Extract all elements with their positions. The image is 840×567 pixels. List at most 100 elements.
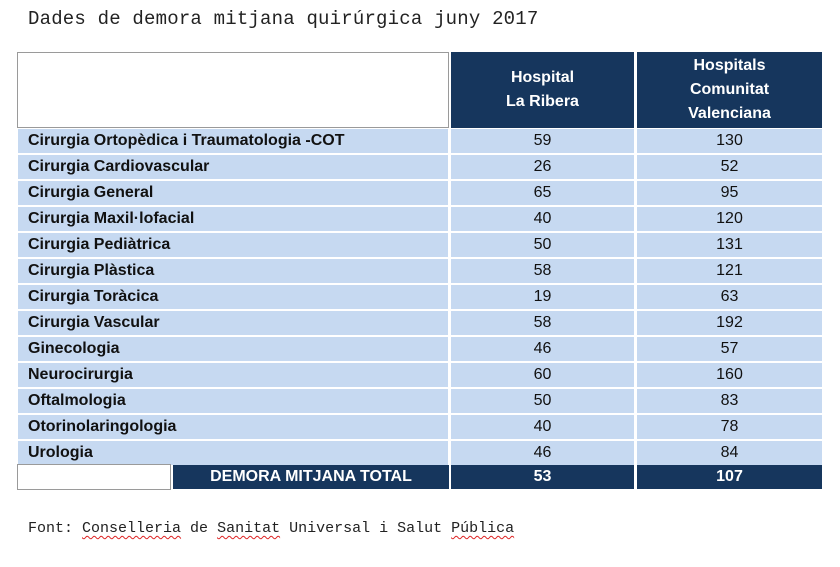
la-ribera-value-text: 60 (533, 366, 552, 383)
specialty-cell: Ginecologia (18, 337, 448, 361)
comunitat-value: 130 (637, 129, 822, 153)
specialty-cell-text: Oftalmologia (28, 392, 126, 409)
source-word: Pública (451, 520, 515, 537)
comunitat-value: 63 (637, 285, 822, 309)
comunitat-value: 131 (637, 233, 822, 257)
specialty-cell: Oftalmologia (18, 389, 448, 413)
comunitat-value: 120 (637, 207, 822, 231)
comunitat-value: 95 (637, 181, 822, 205)
table-row: Cirurgia General 65 95 (17, 180, 822, 206)
source-word: Sanitat (217, 520, 281, 537)
specialty-cell-text: Cirurgia Pediàtrica (28, 236, 171, 253)
specialty-cell: Urologia (18, 441, 448, 465)
la-ribera-value: 65 (451, 181, 634, 205)
la-ribera-value: 58 (451, 259, 634, 283)
la-ribera-value: 60 (451, 363, 634, 387)
comunitat-value: 52 (637, 155, 822, 179)
table-row: Cirurgia Toràcica 19 63 (17, 284, 822, 310)
comunitat-value: 121 (637, 259, 822, 283)
specialty-cell-text: Otorinolaringologia (28, 418, 177, 435)
la-ribera-value: 26 (451, 155, 634, 179)
specialty-cell-text: Cirurgia Ortopèdica i Traumatologia -COT (28, 132, 345, 149)
specialty-cell-text: Neurocirurgia (28, 366, 133, 383)
source-word: Universal i Salut (280, 520, 452, 537)
comunitat-value-text: 192 (716, 314, 743, 331)
specialty-cell: Cirurgia Maxil·lofacial (18, 207, 448, 231)
table-row: Urologia 46 84 (17, 440, 822, 466)
total-blank-cell (17, 464, 171, 490)
specialty-cell: Cirurgia Vascular (18, 311, 448, 335)
specialty-cell-text: Cirurgia Maxil·lofacial (28, 210, 195, 227)
comunitat-value-text: 63 (720, 288, 739, 305)
la-ribera-value-text: 58 (533, 262, 552, 279)
comunitat-value: 84 (637, 441, 822, 465)
la-ribera-value-text: 40 (533, 418, 552, 435)
comunitat-value: 57 (637, 337, 822, 361)
header-line: Hospital (510, 69, 575, 86)
comunitat-value-text: 84 (720, 444, 739, 461)
specialty-cell: Cirurgia General (18, 181, 448, 205)
la-ribera-value-text: 19 (533, 288, 552, 305)
header-line: Hospitals (693, 57, 766, 74)
la-ribera-value-text: 40 (533, 210, 552, 227)
la-ribera-value: 46 (451, 337, 634, 361)
comunitat-value: 192 (637, 311, 822, 335)
total-comunitat-valenciana: 107 (637, 465, 822, 489)
la-ribera-value-text: 58 (533, 314, 552, 331)
table-row: Neurocirurgia 60 160 (17, 362, 822, 388)
table-row: Cirurgia Maxil·lofacial 40 120 (17, 206, 822, 232)
specialty-cell-text: Cirurgia Toràcica (28, 288, 159, 305)
comunitat-value-text: 57 (720, 340, 739, 357)
la-ribera-value: 19 (451, 285, 634, 309)
specialty-cell: Cirurgia Plàstica (18, 259, 448, 283)
header-hospitals-comunitat-valenciana: Hospitals Comunitat Valenciana (637, 52, 822, 128)
comunitat-value-text: 120 (716, 210, 743, 227)
la-ribera-value: 50 (451, 389, 634, 413)
la-ribera-value: 59 (451, 129, 634, 153)
specialty-cell-text: Urologia (28, 444, 93, 461)
header-line: Comunitat (689, 81, 770, 98)
total-la-ribera: 53 (451, 465, 634, 489)
la-ribera-value: 50 (451, 233, 634, 257)
la-ribera-value-text: 59 (533, 132, 552, 149)
table-row: Ginecologia 46 57 (17, 336, 822, 362)
header-line: Valenciana (688, 105, 771, 122)
specialty-cell-text: Cirurgia Cardiovascular (28, 158, 210, 175)
specialty-cell: Cirurgia Cardiovascular (18, 155, 448, 179)
specialty-cell-text: Cirurgia Vascular (28, 314, 160, 331)
la-ribera-value-text: 50 (533, 392, 552, 409)
source-word: de (181, 520, 218, 537)
comunitat-value-text: 52 (720, 158, 739, 175)
table-body: Cirurgia Ortopèdica i Traumatologia -COT… (17, 128, 822, 466)
table-row: Cirurgia Cardiovascular 26 52 (17, 154, 822, 180)
la-ribera-value-text: 46 (533, 444, 552, 461)
la-ribera-value-text: 50 (533, 236, 552, 253)
la-ribera-value-text: 26 (533, 158, 552, 175)
la-ribera-value-text: 65 (533, 184, 552, 201)
comunitat-value-text: 131 (716, 236, 743, 253)
table-row: Cirurgia Plàstica 58 121 (17, 258, 822, 284)
comunitat-value-text: 83 (720, 392, 739, 409)
source-prefix: Font: (28, 520, 83, 537)
table-row: Otorinolaringologia 40 78 (17, 414, 822, 440)
header-hospital-la-ribera: Hospital La Ribera (451, 52, 634, 128)
la-ribera-value: 58 (451, 311, 634, 335)
comunitat-value-text: 160 (716, 366, 743, 383)
specialty-cell: Cirurgia Ortopèdica i Traumatologia -COT (18, 129, 448, 153)
header-line: La Ribera (506, 93, 579, 110)
comunitat-value: 160 (637, 363, 822, 387)
comunitat-value: 78 (637, 415, 822, 439)
comunitat-value-text: 95 (720, 184, 739, 201)
table-row: Cirurgia Pediàtrica 50 131 (17, 232, 822, 258)
surgical-wait-table: Hospital La Ribera Hospitals Comunitat V… (17, 52, 822, 490)
source-note: Font: Conselleria de Sanitat Universal i… (28, 520, 514, 537)
specialty-cell-text: Cirurgia General (28, 184, 154, 201)
comunitat-value-text: 121 (716, 262, 743, 279)
specialty-cell: Cirurgia Pediàtrica (18, 233, 448, 257)
table-row: Cirurgia Vascular 58 192 (17, 310, 822, 336)
total-row: DEMORA MITJANA TOTAL 53 107 (17, 464, 822, 490)
la-ribera-value: 46 (451, 441, 634, 465)
table-row: Cirurgia Ortopèdica i Traumatologia -COT… (17, 128, 822, 154)
source-word: Conselleria (82, 520, 182, 537)
table-row: Oftalmologia 50 83 (17, 388, 822, 414)
